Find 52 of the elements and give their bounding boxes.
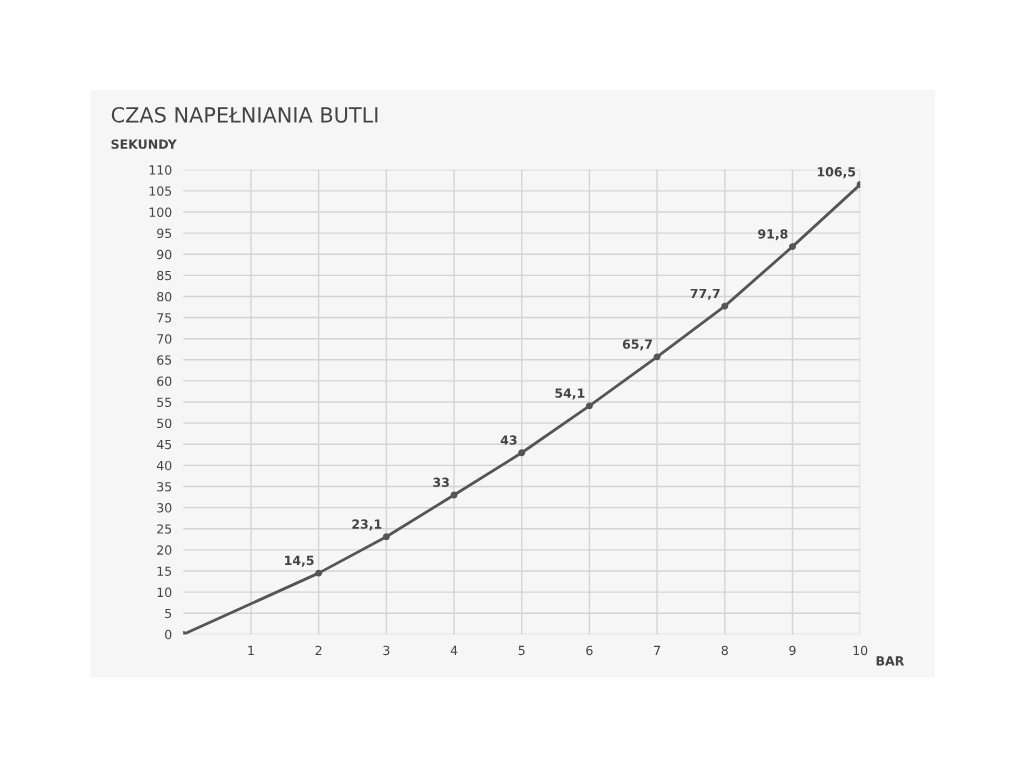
x-tick-label: 6 — [586, 645, 593, 656]
data-label: 91,8 — [758, 229, 788, 241]
y-tick-label: 65 — [157, 355, 172, 365]
y-tick-label: 85 — [157, 270, 172, 281]
y-tick-label: 10 — [157, 587, 172, 598]
x-axis-title: BAR — [876, 656, 905, 666]
x-tick-label: 8 — [721, 645, 728, 656]
y-tick-label: 45 — [156, 439, 172, 450]
data-label: 14,5 — [285, 555, 314, 567]
chart-title: CZAS NAPEŁNIANIA BUTLI — [111, 106, 378, 123]
x-tick-label: 9 — [789, 645, 796, 656]
data-label: 106,5 — [817, 167, 856, 179]
data-label: 33 — [433, 477, 449, 487]
x-tick-label: 4 — [450, 645, 458, 655]
y-tick-label: 35 — [157, 482, 172, 492]
point — [653, 353, 661, 361]
data-label: 23,1 — [352, 519, 382, 531]
x-tick-label: 1 — [248, 645, 254, 655]
point — [789, 243, 796, 251]
y-tick-label: 5 — [165, 608, 172, 619]
y-tick-label: 20 — [157, 545, 172, 555]
y-tick-label: 105 — [149, 186, 172, 196]
y-tick-label: 110 — [149, 165, 172, 175]
y-tick-label: 80 — [157, 291, 172, 302]
point — [585, 402, 593, 410]
point — [518, 449, 526, 457]
data-label: 43 — [500, 435, 517, 445]
data-label: 54,1 — [555, 388, 585, 400]
y-tick-label: 0 — [165, 629, 172, 640]
y-tick-label: 75 — [157, 313, 172, 323]
y-tick-label: 15 — [157, 566, 172, 576]
x-tick-label: 3 — [383, 645, 390, 656]
y-tick-label: 40 — [156, 460, 172, 471]
y-tick-label: 100 — [149, 207, 172, 217]
x-tick-label: 10 — [853, 645, 868, 656]
y-tick-label: 60 — [157, 376, 172, 386]
point — [721, 302, 729, 310]
y-tick-label: 95 — [157, 228, 172, 239]
y-tick-label: 55 — [157, 397, 172, 407]
x-tick-label: 5 — [518, 645, 525, 656]
data-label: 77,7 — [690, 288, 720, 300]
point — [315, 569, 323, 577]
y-tick-label: 90 — [157, 249, 172, 260]
data-label: 65,7 — [622, 339, 652, 351]
y-axis-title: SEKUNDY — [111, 139, 177, 149]
x-tick-label: 7 — [654, 645, 661, 655]
y-tick-label: 30 — [157, 503, 172, 513]
y-tick-label: 70 — [157, 334, 172, 344]
y-tick-label: 25 — [157, 524, 172, 534]
y-tick-label: 50 — [157, 418, 172, 429]
x-tick-label: 2 — [315, 645, 322, 655]
point — [382, 533, 390, 541]
